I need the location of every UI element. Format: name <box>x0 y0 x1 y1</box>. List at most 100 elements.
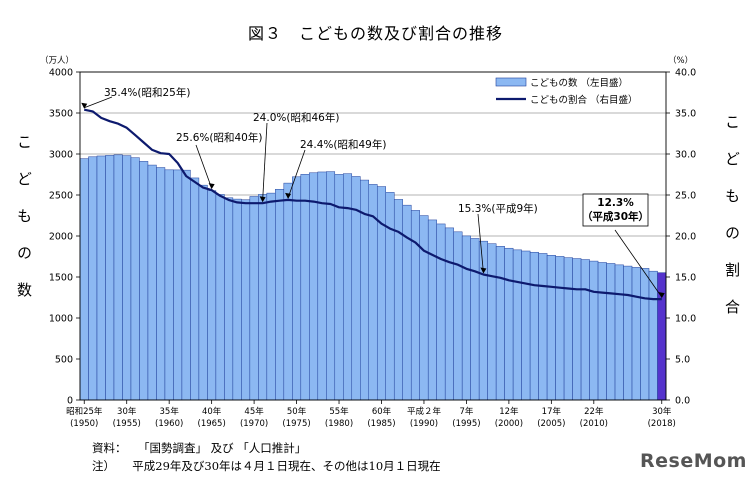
x-tick-sublabel: (1960) <box>155 419 183 429</box>
x-tick-label: 45年 <box>244 406 264 417</box>
right-tick-label: 35.0 <box>675 109 696 120</box>
bar-1953 <box>105 155 115 401</box>
x-tick-label: 60年 <box>372 406 392 417</box>
axes: 0 500 1000 1500 2000 2500 3000 3500 4000 0.0 5.0 10… <box>40 55 696 429</box>
annotation-leader <box>262 122 268 202</box>
annotation-1950: 35.4%(昭和25年) <box>81 86 190 109</box>
bar-2012 <box>606 263 616 401</box>
annotation-text: 15.3%(平成9年) <box>458 202 538 215</box>
x-tick-label: 12年 <box>499 406 519 417</box>
annotation-text: 25.6%(昭和40年) <box>176 131 262 144</box>
bar-2005 <box>546 255 556 401</box>
x-tick-sublabel: (1985) <box>367 419 395 429</box>
left-tick-label: 1500 <box>49 273 73 284</box>
bar-1990 <box>419 215 429 401</box>
annotation-text: 12.3% <box>597 197 634 209</box>
annotation-text: 35.4%(昭和25年) <box>104 86 190 99</box>
bar-1954 <box>113 154 123 401</box>
bar-2007 <box>563 257 573 401</box>
bar-1999 <box>495 246 505 401</box>
right-tick-label: 15.0 <box>675 273 696 284</box>
bar-2011 <box>597 262 607 401</box>
annotation-leader <box>84 96 113 109</box>
source-note: 資料： 「国勢調査」 及び 「人口推計」 <box>92 441 307 455</box>
annotation-1974: 24.4%(昭和49年) <box>285 138 386 199</box>
bar-2003 <box>529 251 539 401</box>
left-tick-label: 0 <box>67 396 73 407</box>
bar-1956 <box>130 157 140 401</box>
left-tick-label: 3000 <box>49 150 73 161</box>
bar-1974 <box>283 182 293 401</box>
bar-2000 <box>504 247 514 401</box>
bar-1998 <box>487 243 497 401</box>
bar-1950 <box>79 158 89 401</box>
bar-series <box>79 154 667 401</box>
bar-1986 <box>385 192 395 401</box>
annotation-text: （平成30年） <box>582 210 649 223</box>
bar-1962 <box>181 169 191 401</box>
bar-1972 <box>266 192 276 401</box>
annotation-1965: 25.6%(昭和40年) <box>176 131 262 190</box>
bar-1952 <box>96 155 106 401</box>
right-tick-label: 30.0 <box>675 150 696 161</box>
bar-1991 <box>427 219 437 401</box>
bar-1993 <box>444 227 454 401</box>
bar-1996 <box>470 238 480 401</box>
right-tick-label: 0.0 <box>675 396 690 407</box>
bar-1978 <box>317 171 327 401</box>
legend-bar-label: こどもの数 （左目盛） <box>530 77 628 89</box>
annotation-arrowhead <box>658 292 665 299</box>
x-tick-label: 30年 <box>117 406 137 417</box>
bar-1977 <box>309 172 319 401</box>
bar-1958 <box>147 164 157 401</box>
x-tick-sublabel: (2005) <box>537 419 565 429</box>
legend: こどもの数 （左目盛） こどもの割合 （右目盛） <box>495 77 638 106</box>
bar-1957 <box>139 161 149 401</box>
x-tick-sublabel: (1955) <box>113 419 141 429</box>
bar-2001 <box>512 249 522 401</box>
legend-line-label: こどもの割合 （右目盛） <box>530 94 638 106</box>
annotation-box <box>582 193 649 227</box>
bar-1995 <box>461 235 471 401</box>
bar-2006 <box>555 256 565 401</box>
left-tick-label: 3500 <box>49 109 73 120</box>
bar-2016 <box>640 268 650 401</box>
footnote: 注） 平成29年及び30年は４月１日現在、その他は10月１日現在 <box>92 459 441 473</box>
bar-2018 <box>657 272 667 401</box>
ratio-line-series <box>83 108 662 301</box>
bar-1987 <box>393 199 403 401</box>
annotation-arrowhead <box>208 183 215 190</box>
bar-1969 <box>241 199 251 401</box>
bar-1966 <box>215 194 225 401</box>
x-tick-sublabel: (1970) <box>240 419 268 429</box>
left-tick-label: 4000 <box>49 68 73 79</box>
annotation-2018: 12.3%（平成30年） <box>582 193 665 299</box>
right-tick-label: 40.0 <box>675 68 696 79</box>
annotation-leader <box>614 229 663 298</box>
bar-1968 <box>232 198 242 401</box>
annotations: 35.4%(昭和25年) 25.6%(昭和40年) 24.0%(昭和46年) 24.4… <box>81 86 665 299</box>
bar-2002 <box>521 250 531 401</box>
left-tick-label: 500 <box>55 355 73 366</box>
annotation-arrowhead <box>285 192 292 199</box>
left-axis-label: こどもの数 <box>15 134 33 319</box>
right-axis-label: こどもの割合 <box>723 114 741 336</box>
bar-1973 <box>275 189 285 401</box>
annotation-leader <box>195 144 213 189</box>
annotation-arrowhead <box>81 102 88 109</box>
bar-1976 <box>300 174 310 401</box>
bar-1970 <box>249 196 259 401</box>
annotation-1997: 15.3%(平成9年) <box>458 202 538 274</box>
x-tick-sublabel: (1980) <box>325 419 353 429</box>
annotation-leader <box>477 213 484 273</box>
x-tick-sublabel: (1965) <box>198 419 226 429</box>
resemom-logo: ReseMom <box>640 450 747 472</box>
x-tick-sublabel: (2018) <box>648 419 676 429</box>
bar-1967 <box>224 197 234 401</box>
right-tick-label: 10.0 <box>675 314 696 325</box>
right-unit-label: （%） <box>668 55 693 66</box>
bar-1992 <box>436 223 446 401</box>
bar-1955 <box>122 155 132 401</box>
annotation-arrowhead <box>259 196 266 203</box>
right-tick-label: 20.0 <box>675 232 696 243</box>
